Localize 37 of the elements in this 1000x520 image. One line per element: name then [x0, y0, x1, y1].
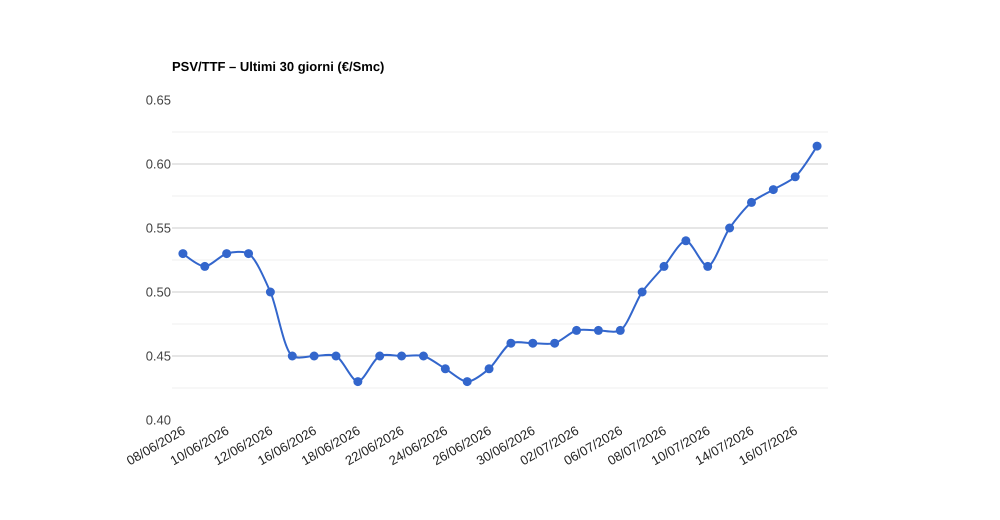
point — [244, 249, 254, 258]
point — [572, 326, 582, 335]
point — [725, 224, 734, 232]
point — [506, 338, 516, 348]
point — [462, 377, 472, 386]
point — [768, 185, 778, 194]
point — [440, 364, 450, 374]
point — [310, 352, 319, 360]
point — [375, 352, 384, 360]
point — [746, 198, 756, 207]
point — [594, 326, 603, 335]
point — [681, 236, 690, 246]
point — [418, 352, 428, 360]
point — [484, 364, 494, 374]
point — [616, 326, 625, 335]
point — [812, 142, 822, 151]
y-tick-label: 0.55 — [146, 220, 171, 236]
y-tick-label: 0.65 — [146, 92, 171, 108]
point — [638, 288, 647, 296]
point — [703, 262, 712, 271]
point — [332, 352, 340, 360]
point — [266, 288, 275, 296]
point — [790, 172, 800, 182]
point — [200, 262, 210, 271]
point — [397, 352, 406, 360]
point — [550, 338, 560, 348]
y-tick-label: 0.40 — [146, 412, 171, 428]
point — [353, 377, 362, 386]
y-tick-label: 0.45 — [146, 348, 171, 364]
y-tick-label: 0.50 — [146, 284, 171, 300]
y-tick-label: 0.60 — [146, 156, 171, 172]
point — [288, 352, 297, 360]
point — [528, 338, 538, 348]
point — [222, 249, 232, 258]
point — [660, 262, 668, 271]
point — [178, 249, 188, 258]
chart-title: PSV/TTF – Ultimi 30 giorni (€/Smc) — [172, 59, 384, 74]
